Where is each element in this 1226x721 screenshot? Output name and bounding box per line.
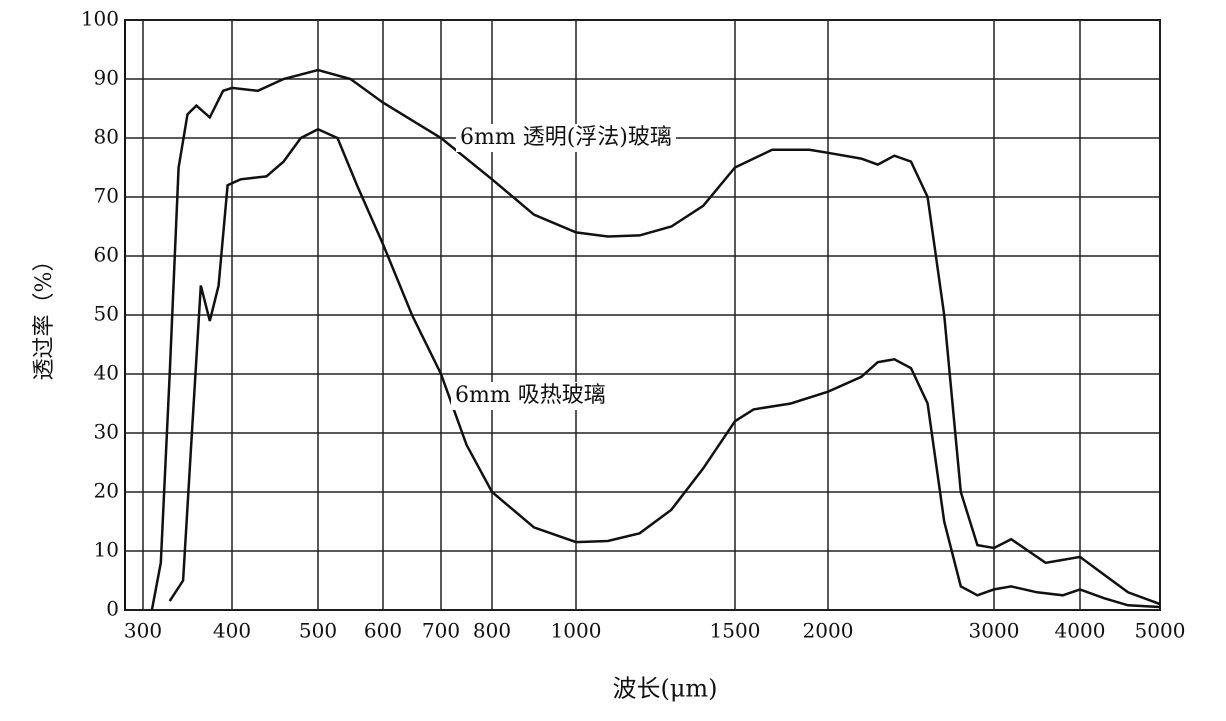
series-label: 6mm 透明(浮法)玻璃 bbox=[460, 125, 672, 150]
y-tick-label: 50 bbox=[94, 302, 119, 326]
y-tick-label: 70 bbox=[94, 184, 119, 208]
y-tick-label: 60 bbox=[94, 243, 119, 267]
series-label-bg bbox=[456, 124, 676, 152]
y-tick-label: 30 bbox=[94, 420, 119, 444]
x-tick-label: 3000 bbox=[969, 619, 1020, 643]
series-line bbox=[168, 127, 1161, 609]
x-tick-label: 600 bbox=[364, 619, 402, 643]
x-tick-label: 400 bbox=[213, 619, 251, 643]
y-tick-label: 0 bbox=[106, 597, 119, 621]
x-tick-label: 700 bbox=[422, 619, 460, 643]
y-tick-label: 20 bbox=[94, 479, 119, 503]
series-label-bg bbox=[451, 382, 610, 410]
x-tick-label: 1000 bbox=[551, 619, 602, 643]
x-tick-label: 5000 bbox=[1135, 619, 1186, 643]
y-axis-label: 透过率（%） bbox=[32, 250, 57, 381]
x-tick-label: 500 bbox=[299, 619, 337, 643]
series-line bbox=[150, 68, 1161, 611]
x-axis-label: 波长(μm) bbox=[612, 675, 717, 703]
y-tick-label: 80 bbox=[94, 125, 119, 149]
y-tick-label: 10 bbox=[94, 538, 119, 562]
y-tick-label: 40 bbox=[94, 361, 119, 385]
y-tick-label: 90 bbox=[94, 66, 119, 90]
x-tick-label: 800 bbox=[473, 619, 511, 643]
y-tick-label: 100 bbox=[81, 7, 119, 31]
series-label: 6mm 吸热玻璃 bbox=[455, 383, 606, 408]
x-tick-label: 300 bbox=[124, 619, 162, 643]
x-tick-label: 1500 bbox=[710, 619, 761, 643]
x-tick-label: 2000 bbox=[803, 619, 854, 643]
x-tick-label: 4000 bbox=[1055, 619, 1106, 643]
